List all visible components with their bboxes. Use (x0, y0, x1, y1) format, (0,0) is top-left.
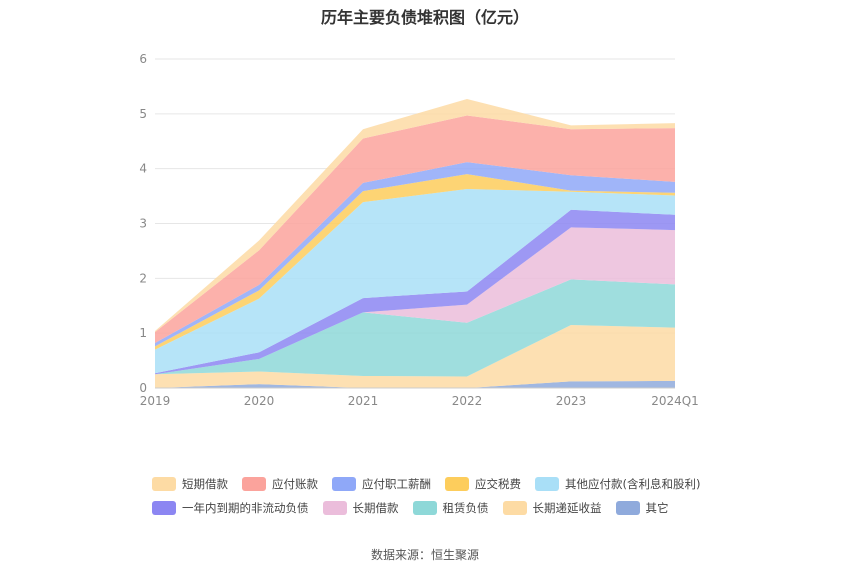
y-tick-label: 4 (139, 162, 147, 176)
legend-item[interactable]: 长期递延收益 (502, 500, 602, 516)
legend-item[interactable]: 其他应付款(含利息和股利) (535, 476, 700, 492)
area-layer (155, 99, 675, 388)
legend-row: 一年内到期的非流动负债 长期借款 租赁负债 长期递延收益 其它 (152, 496, 712, 520)
y-tick-label: 0 (139, 381, 147, 395)
legend: 短期借款 应付账款 应付职工薪酬 应交税费 其他应付款(含利息和股利) 一年内到期的非流… (152, 472, 712, 520)
data-source: 数据来源：恒生聚源 (370, 548, 479, 562)
legend-swatch (152, 477, 176, 491)
x-tick-label: 2024Q1 (651, 394, 699, 408)
legend-label: 其它 (645, 501, 669, 515)
legend-swatch (152, 501, 176, 515)
legend-label: 其他应付款(含利息和股利) (565, 477, 701, 491)
x-tick-label: 2022 (452, 394, 483, 408)
legend-label: 应付职工薪酬 (362, 477, 431, 491)
y-tick-label: 1 (139, 326, 147, 340)
x-tick-label: 2019 (140, 394, 171, 408)
legend-item[interactable]: 长期借款 (322, 500, 399, 516)
area-series-4 (155, 209, 675, 375)
legend-swatch (332, 477, 356, 491)
legend-swatch (615, 501, 640, 515)
legend-swatch (502, 501, 527, 515)
legend-label: 短期借款 (182, 477, 228, 491)
x-tick-label: 2020 (244, 394, 275, 408)
legend-item[interactable]: 短期借款 (152, 476, 228, 492)
legend-swatch (535, 477, 559, 491)
legend-swatch (412, 501, 437, 515)
area-series-6 (155, 174, 675, 350)
chart-title: 历年主要负债堆积图（亿元） (320, 8, 529, 27)
x-tick-label: 2021 (348, 394, 379, 408)
y-tick-label: 3 (139, 217, 147, 231)
legend-swatch (242, 477, 266, 491)
y-tick-label: 6 (139, 52, 147, 66)
legend-label: 一年内到期的非流动负债 (182, 501, 309, 515)
legend-item[interactable]: 应付账款 (242, 476, 318, 492)
legend-item[interactable]: 应付职工薪酬 (332, 476, 431, 492)
legend-swatch (322, 501, 347, 515)
area-series-1 (155, 324, 675, 388)
area-series-2 (155, 279, 675, 377)
area-series-5 (155, 188, 675, 374)
area-series-0 (155, 380, 675, 388)
legend-label: 应付账款 (272, 477, 318, 491)
x-tick-label: 2023 (556, 394, 587, 408)
legend-label: 应交税费 (475, 477, 521, 491)
area-series-7 (155, 162, 675, 347)
y-tick-label: 5 (139, 107, 147, 121)
axis-layer: 0 1 2 3 4 5 6 2019 2020 2021 2022 2023 2024Q1 (139, 52, 698, 408)
legend-swatch (445, 477, 469, 491)
legend-item[interactable]: 一年内到期的非流动负债 (152, 500, 309, 516)
legend-item[interactable]: 租赁负债 (412, 500, 489, 516)
legend-item[interactable]: 其它 (615, 500, 669, 516)
area-series-3 (155, 227, 675, 375)
legend-label: 长期递延收益 (532, 501, 602, 515)
legend-row: 短期借款 应付账款 应付职工薪酬 应交税费 其他应付款(含利息和股利) (152, 472, 712, 496)
legend-item[interactable]: 应交税费 (445, 476, 521, 492)
legend-label: 租赁负债 (442, 501, 489, 515)
legend-label: 长期借款 (352, 501, 399, 515)
area-series-8 (155, 115, 675, 344)
y-tick-label: 2 (139, 271, 147, 285)
